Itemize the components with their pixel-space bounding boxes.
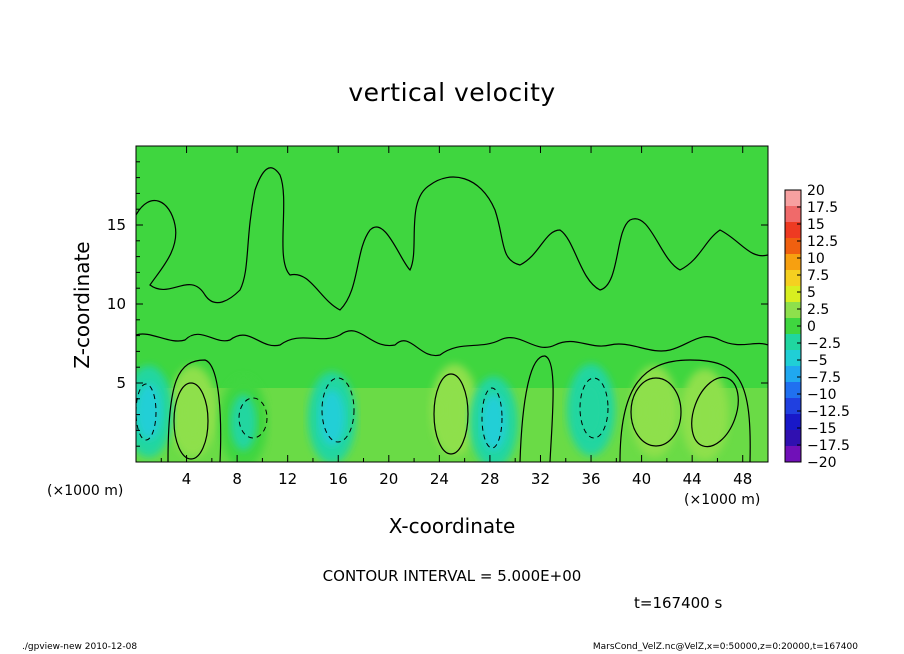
y-tick-label-15: 15 — [107, 216, 126, 234]
velocity-cells — [136, 363, 729, 462]
contour-cell-3 — [630, 377, 682, 447]
x-tick-label-12: 12 — [278, 470, 297, 488]
cell-core-7 — [480, 394, 507, 451]
colorbar-swatch-14 — [785, 414, 801, 431]
colorbar-label: 5 — [807, 285, 816, 301]
y-axis-ticks: 5 10 15 — [107, 161, 768, 447]
cell-core-3 — [641, 383, 668, 440]
x-tick-label-28: 28 — [480, 470, 499, 488]
footer-right: MarsCond_VelZ.nc@VelZ,x=0:50000,z=0:2000… — [592, 642, 858, 652]
contour-column-2 — [519, 355, 554, 462]
colorbar-swatch-16 — [785, 446, 801, 463]
colorbar-swatch-11 — [785, 366, 801, 383]
colorbar-label: −5 — [807, 353, 828, 369]
x-axis-ticks: 4 8 12 16 20 24 28 32 36 40 44 48 — [160, 146, 752, 488]
y-axis-label: Z-coordinate — [70, 241, 94, 369]
colorbar-label: −2.5 — [807, 336, 841, 352]
colorbar-label: −15 — [807, 421, 837, 437]
cell-core-9 — [230, 394, 257, 451]
footer-left: ./gpview-new 2010-12-08 — [22, 642, 138, 652]
neg-contour-5 — [238, 397, 268, 439]
neg-contour-4 — [579, 377, 609, 439]
x-tick-label-16: 16 — [329, 470, 348, 488]
chart-title: vertical velocity — [348, 78, 556, 107]
colorbar-swatch-10 — [785, 350, 801, 367]
colorbar-label: −7.5 — [807, 370, 841, 386]
x-tick-label-24: 24 — [430, 470, 449, 488]
y-tick-label-5: 5 — [116, 374, 126, 392]
colorbar-label: 12.5 — [807, 234, 838, 250]
cell-core-1 — [179, 383, 206, 440]
y-tick-label-10: 10 — [107, 295, 126, 313]
neg-contour-1 — [136, 383, 157, 441]
neg-contour-3 — [481, 387, 503, 449]
colorbar-label: −10 — [807, 387, 837, 403]
colorbar-label: 20 — [807, 183, 825, 199]
contour-cell-2 — [433, 373, 469, 455]
x-tick-label-8: 8 — [232, 470, 242, 488]
x-unit-label-left: (×1000 m) — [47, 483, 124, 499]
colorbar-label: 7.5 — [807, 268, 829, 284]
colorbar-label: 0 — [807, 319, 816, 335]
x-tick-label-20: 20 — [379, 470, 398, 488]
time-label: t=167400 s — [634, 594, 723, 612]
contour-cell-1 — [173, 382, 209, 460]
x-axis-label: X-coordinate — [388, 514, 516, 538]
colorbar: 2017.51512.5107.552.50−2.5−5−7.5−10−12.5… — [784, 183, 850, 471]
x-tick-label-44: 44 — [683, 470, 702, 488]
colorbar-swatch-15 — [785, 430, 801, 447]
colorbar-swatch-1 — [785, 206, 801, 223]
colorbar-swatch-2 — [785, 222, 801, 239]
neg-contour-2 — [321, 377, 355, 443]
x-tick-label-4: 4 — [182, 470, 192, 488]
colorbar-label: 15 — [807, 217, 825, 233]
colorbar-swatch-5 — [785, 270, 801, 287]
contour-column-1 — [167, 359, 222, 462]
colorbar-swatch-8 — [785, 318, 801, 335]
cell-core-2 — [441, 381, 468, 438]
x-unit-label-right: (×1000 m) — [684, 492, 761, 508]
colorbar-label: 10 — [807, 251, 825, 267]
contour-upper-boundary — [136, 167, 768, 311]
contour-interval-label: CONTOUR INTERVAL = 5.000E+00 — [322, 567, 582, 585]
colorbar-label: 17.5 — [807, 200, 838, 216]
colorbar-swatch-9 — [785, 334, 801, 351]
cell-core-4 — [691, 386, 718, 443]
colorbar-label: −17.5 — [807, 438, 850, 454]
colorbar-swatch-12 — [785, 382, 801, 399]
colorbar-swatch-4 — [785, 254, 801, 271]
contour-cell-4 — [691, 376, 739, 448]
colorbar-swatch-13 — [785, 398, 801, 415]
x-tick-label-40: 40 — [632, 470, 651, 488]
contour-column-3 — [619, 359, 751, 462]
colorbar-swatch-3 — [785, 238, 801, 255]
cell-core-8 — [578, 381, 605, 438]
cell-core-6 — [318, 389, 345, 446]
colorbar-label: 2.5 — [807, 302, 829, 318]
x-tick-label-48: 48 — [733, 470, 752, 488]
colorbar-label: −12.5 — [807, 404, 850, 420]
x-tick-label-36: 36 — [581, 470, 600, 488]
contour-lines-negative — [136, 377, 609, 449]
plot-area — [136, 146, 768, 462]
colorbar-swatch-0 — [785, 190, 801, 207]
colorbar-swatch-6 — [785, 286, 801, 303]
contour-lower-boundary — [136, 330, 768, 357]
colorbar-swatch-7 — [785, 302, 801, 319]
colorbar-label: −20 — [807, 455, 837, 471]
contour-lines — [136, 167, 768, 462]
x-tick-label-32: 32 — [531, 470, 550, 488]
